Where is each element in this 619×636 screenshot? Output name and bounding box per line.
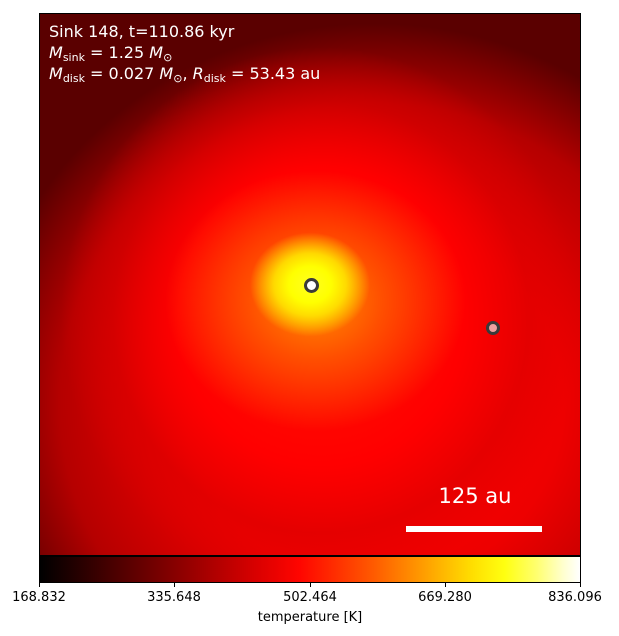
colorbar-tick <box>174 583 175 587</box>
colorbar-tick-label: 335.648 <box>147 590 201 605</box>
colorbar <box>39 556 581 583</box>
disk-mass-unit: M <box>159 64 174 83</box>
title-line: Sink 148, t=110.86 kyr <box>49 22 235 41</box>
colorbar-label: temperature [K] <box>257 610 363 625</box>
disk-mass-value: = 0.027 <box>84 64 160 83</box>
disk-properties-label: Mdisk = 0.027 M⊙, Rdisk = 53.43 au <box>49 63 320 89</box>
disk-mass-subscript: disk <box>62 72 85 85</box>
sink-mass-unit-subscript: ⊙ <box>163 51 173 64</box>
sink-mass-label: Msink = 1.25 M⊙ <box>49 42 172 68</box>
colorbar-tick <box>39 583 40 587</box>
colorbar-tick <box>445 583 446 587</box>
colorbar-tick <box>310 583 311 587</box>
temperature-map: Sink 148, t=110.86 kyr Msink = 1.25 M⊙ M… <box>39 13 581 556</box>
colorbar-tick-label: 836.096 <box>548 590 602 605</box>
sink-marker-primary <box>304 278 319 293</box>
sink-mass-subscript: sink <box>62 51 85 64</box>
disk-separator: , <box>182 64 193 83</box>
colorbar-tick <box>580 583 581 587</box>
colorbar-tick-label: 502.464 <box>283 590 337 605</box>
disk-radius-value: = 53.43 au <box>225 64 321 83</box>
sink-mass-unit: M <box>149 43 164 62</box>
disk-radius-subscript: disk <box>203 72 226 85</box>
scale-bar <box>406 526 542 532</box>
sink-mass-symbol: M <box>49 43 63 62</box>
sink-marker-secondary <box>486 321 500 335</box>
colorbar-tick-label: 669.280 <box>418 590 472 605</box>
disk-mass-unit-subscript: ⊙ <box>173 72 183 85</box>
disk-mass-symbol: M <box>49 64 63 83</box>
colorbar-tick-label: 168.832 <box>12 590 66 605</box>
sink-mass-value: = 1.25 <box>84 43 150 62</box>
scale-bar-label: 125 au <box>438 484 512 508</box>
disk-radius-symbol: R <box>192 64 204 83</box>
